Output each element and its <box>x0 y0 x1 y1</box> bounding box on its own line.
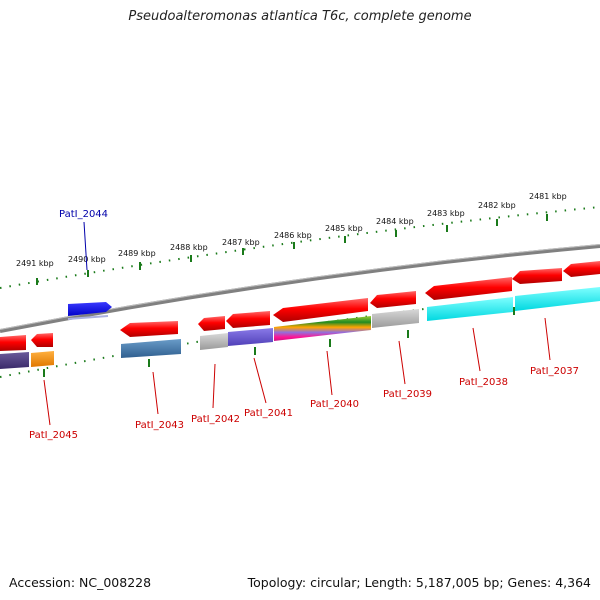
ruler-label: 2481 kbp <box>529 192 567 201</box>
ruler-label: 2490 kbp <box>68 255 106 264</box>
gene-label[interactable]: PatI_2045 <box>29 430 78 441</box>
gene-arrow-patl-2041[interactable] <box>226 311 270 328</box>
gene-arrow-patl-2038[interactable] <box>425 277 512 300</box>
genome-stats-label: Topology: circular; Length: 5,187,005 bp… <box>247 575 591 590</box>
ruler-label: 2482 kbp <box>478 201 516 210</box>
gene-label[interactable]: PatI_2041 <box>244 408 293 419</box>
gene-label[interactable]: PatI_2037 <box>530 366 579 377</box>
cog-bands <box>0 287 600 369</box>
gene-label[interactable]: PatI_2038 <box>459 377 508 388</box>
ruler-label: 2484 kbp <box>376 217 414 226</box>
gene-arrow-patl-2040[interactable] <box>273 298 368 322</box>
gene-labels: PatI_2044 PatI_2045 PatI_2043 PatI_2042 … <box>29 209 579 441</box>
ruler-label: 2488 kbp <box>170 243 208 252</box>
gene-arrow-patl-2037[interactable] <box>512 268 562 284</box>
inner-ruler-ticks <box>43 307 515 377</box>
gene-arrow-patl-2044[interactable] <box>68 302 112 316</box>
ruler-label: 2487 kbp <box>222 238 260 247</box>
gene-label[interactable]: PatI_2043 <box>135 420 184 431</box>
ruler-label: 2486 kbp <box>274 231 312 240</box>
genome-backbone <box>0 244 600 333</box>
gene-label[interactable]: PatI_2040 <box>310 399 359 410</box>
ruler-label: 2489 kbp <box>118 249 156 258</box>
gene-arrow[interactable] <box>0 335 26 351</box>
gene-label-highlight[interactable]: PatI_2044 <box>59 209 108 220</box>
gene-arrow-patl-2039[interactable] <box>370 291 416 308</box>
gene-arrow-patl-2042[interactable] <box>198 316 225 331</box>
gene-label[interactable]: PatI_2042 <box>191 414 240 425</box>
gene-arrow[interactable] <box>31 333 53 347</box>
ruler-label: 2491 kbp <box>16 259 54 268</box>
ruler-label: 2483 kbp <box>427 209 465 218</box>
gene-label[interactable]: PatI_2039 <box>383 389 432 400</box>
outer-ruler-ticks <box>36 214 548 285</box>
label-leaders <box>43 221 551 426</box>
accession-label: Accession: NC_008228 <box>9 575 152 590</box>
ruler-labels: 2491 kbp 2490 kbp 2489 kbp 2488 kbp 2487… <box>16 192 567 268</box>
ruler-label: 2485 kbp <box>325 224 363 233</box>
gene-arrow-patl-2043[interactable] <box>120 321 178 337</box>
gene-arrow[interactable] <box>563 261 600 277</box>
reverse-strand-genes <box>0 261 600 351</box>
map-title: Pseudoalteromonas atlantica T6c, complet… <box>128 9 472 24</box>
